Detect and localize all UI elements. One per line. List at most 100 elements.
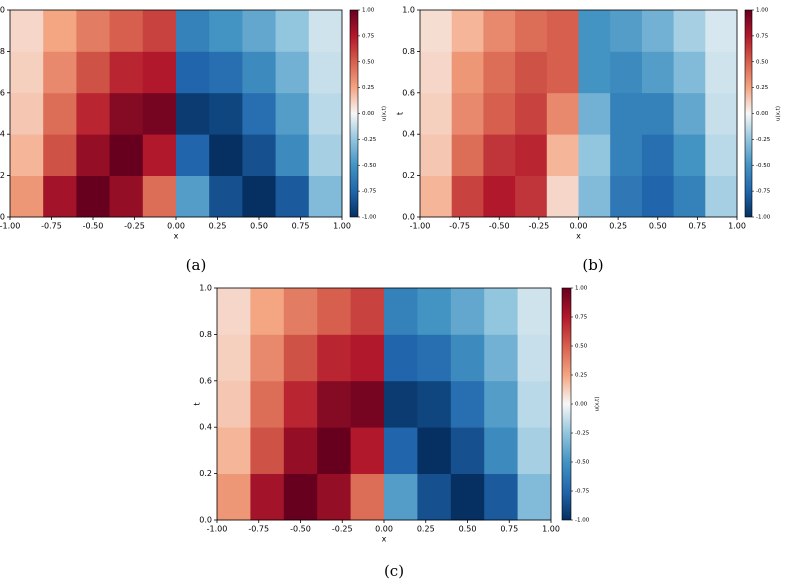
x-tick-label: -0.50 — [489, 222, 510, 231]
y-tick-label: 0.8 — [402, 47, 415, 56]
x-tick-label: 0.25 — [417, 525, 435, 534]
heat-cell — [350, 334, 385, 382]
y-tick-label: 1.0 — [199, 284, 212, 293]
heat-cell — [705, 92, 738, 135]
heat-cell — [610, 134, 643, 176]
caption: (b) — [582, 256, 603, 274]
x-tick-label: 0.00 — [375, 525, 393, 534]
x-tick-label: 1.00 — [728, 222, 746, 231]
colorbar-tick-label: 0.00 — [575, 402, 588, 408]
heat-cell — [384, 334, 418, 382]
x-tick-label: -0.25 — [124, 222, 145, 231]
heat-cell — [484, 288, 518, 335]
heat-cell — [308, 10, 343, 52]
heat-cell — [484, 334, 518, 382]
heat-cell — [546, 92, 579, 135]
heat-cell — [250, 334, 285, 382]
heat-cell — [515, 10, 548, 52]
heat-cell — [515, 51, 548, 94]
heat-cell — [275, 92, 310, 135]
heat-cell — [420, 92, 453, 135]
heat-cell — [517, 427, 552, 474]
heat-cell — [451, 92, 484, 135]
heat-cell — [578, 134, 611, 176]
colorbar-tick-label: 0.75 — [756, 33, 769, 39]
x-axis-label: x — [174, 232, 179, 241]
colorbar-label: u(x,t) — [595, 397, 601, 412]
heat-cell — [76, 51, 110, 94]
y-tick-label: 0.2 — [402, 171, 415, 180]
y-tick-label: 0.4 — [402, 130, 415, 139]
heat-cell — [483, 175, 516, 218]
heat-cell — [384, 380, 418, 428]
colorbar-tick-label: 0.25 — [362, 85, 375, 91]
heat-cell — [420, 10, 453, 52]
heat-cell — [578, 10, 611, 52]
colorbar-tick-label: -0.50 — [575, 460, 590, 466]
heat-cell — [10, 175, 44, 218]
heat-cell — [283, 334, 318, 382]
heat-cell — [515, 134, 548, 176]
colorbar-tick-label: 0.25 — [756, 85, 769, 91]
heat-cell — [209, 10, 243, 52]
x-tick-label: -1.00 — [410, 222, 431, 231]
heat-cell — [417, 288, 452, 335]
heat-cell — [417, 427, 452, 474]
colorbar-tick-label: 0.50 — [756, 59, 769, 65]
heat-cell — [317, 380, 351, 428]
heat-cell — [610, 92, 643, 135]
heat-cell — [610, 175, 643, 218]
x-tick-label: 1.00 — [333, 222, 351, 231]
colorbar-tick-label: -0.25 — [362, 137, 377, 143]
heat-cell — [673, 10, 706, 52]
heat-cell — [242, 51, 276, 94]
x-tick-label: 0.75 — [292, 222, 310, 231]
heat-cell — [384, 288, 418, 335]
heat-cell — [209, 134, 243, 176]
heat-cell — [420, 175, 453, 218]
heat-cell — [384, 473, 418, 521]
heat-cell — [450, 427, 485, 474]
x-axis-label: x — [576, 232, 581, 241]
heat-cell — [517, 380, 552, 428]
colorbar-tick-label: 0.25 — [575, 373, 588, 379]
x-tick-label: 0.75 — [500, 525, 518, 534]
heat-cell — [209, 175, 243, 218]
heat-cell — [109, 175, 144, 218]
y-tick-label: 0.6 — [0, 88, 5, 97]
heat-cell — [578, 92, 611, 135]
heat-cell — [517, 334, 552, 382]
heat-cell — [610, 10, 643, 52]
x-tick-label: -0.75 — [248, 525, 269, 534]
colorbar-tick-label: -1.00 — [575, 518, 590, 524]
x-tick-label: -0.25 — [529, 222, 550, 231]
y-tick-label: 0.4 — [199, 423, 212, 432]
heat-cell — [142, 92, 177, 135]
colorbar-tick-label: -0.50 — [362, 163, 377, 169]
heat-cell — [641, 92, 674, 135]
colorbar-label: u(x,t) — [382, 106, 388, 121]
x-tick-label: -0.25 — [332, 525, 353, 534]
colorbar-tick-label: -0.75 — [756, 189, 771, 195]
heat-cell — [43, 175, 77, 218]
heat-cell — [283, 427, 318, 474]
heat-cell — [417, 334, 452, 382]
heat-cell — [275, 134, 310, 176]
x-tick-label: 0.50 — [649, 222, 667, 231]
colorbar-tick-label: 1.00 — [575, 286, 588, 292]
x-tick-label: -0.75 — [449, 222, 470, 231]
heat-cell — [451, 10, 484, 52]
heat-cell — [242, 175, 276, 218]
x-tick-label: -1.00 — [207, 525, 228, 534]
heat-cell — [641, 10, 674, 52]
heat-cell — [142, 134, 177, 176]
heat-cell — [610, 51, 643, 94]
x-tick-label: -0.50 — [83, 222, 104, 231]
x-axis-label: x — [382, 535, 387, 544]
x-tick-label: -1.00 — [0, 222, 20, 231]
x-tick-label: 0.25 — [209, 222, 227, 231]
heat-cell — [546, 51, 579, 94]
heat-cell — [384, 427, 418, 474]
heat-cell — [10, 92, 44, 135]
